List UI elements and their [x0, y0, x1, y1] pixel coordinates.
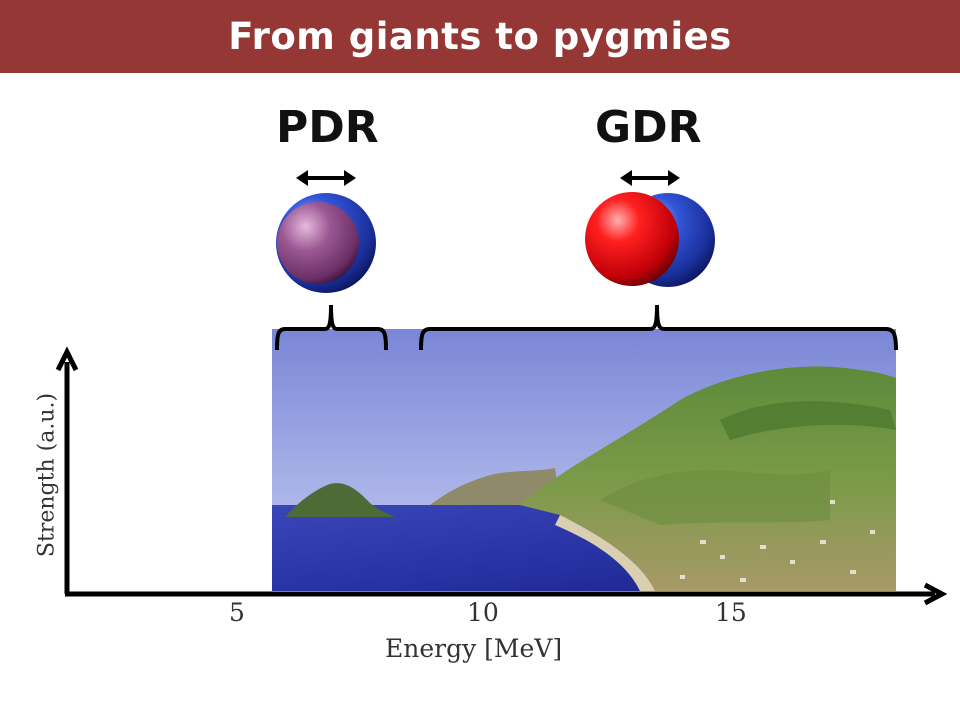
island-rock: [285, 483, 395, 517]
x-tick-10: 10: [467, 598, 499, 627]
gdr-nucleus-icon: [585, 192, 715, 287]
gdr-oscillation-arrow-icon: [620, 170, 680, 186]
slide-title: From giants to pygmies: [228, 15, 732, 58]
village-houses: [680, 500, 875, 582]
pdr-bracket: [275, 304, 388, 351]
pdr-oscillation-arrow-icon: [296, 170, 356, 186]
x-tick-15: 15: [715, 598, 747, 627]
gdr-bracket: [419, 304, 898, 351]
y-axis-arrowhead: [55, 346, 79, 372]
title-bar: From giants to pygmies: [0, 0, 960, 73]
pdr-nucleus-icon: [276, 193, 376, 293]
x-axis-label: Energy [MeV]: [385, 634, 563, 663]
gdr-label: GDR: [595, 102, 702, 153]
x-tick-5: 5: [229, 598, 245, 627]
beach: [555, 515, 655, 591]
x-axis-arrowhead: [923, 582, 948, 606]
landscape-photo: [272, 329, 896, 591]
y-axis-label: Strength (a.u.): [34, 392, 60, 558]
pdr-label: PDR: [276, 102, 379, 153]
distant-headland: [430, 468, 560, 505]
